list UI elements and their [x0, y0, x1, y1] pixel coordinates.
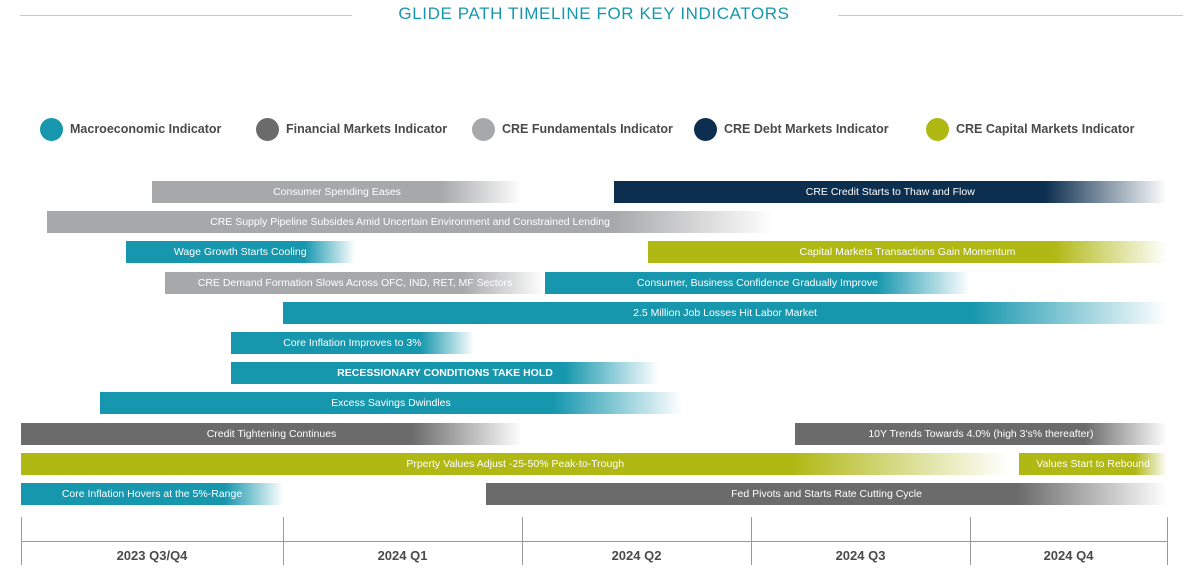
chart-title: GLIDE PATH TIMELINE FOR KEY INDICATORS: [398, 4, 790, 23]
legend-swatch-icon: [926, 117, 949, 141]
legend-item: CRE Capital Markets Indicator: [926, 116, 1135, 142]
chart-title-area: GLIDE PATH TIMELINE FOR KEY INDICATORS: [0, 0, 1188, 30]
legend-item: Macroeconomic Indicator: [40, 116, 221, 142]
legend-item: CRE Fundamentals Indicator: [472, 116, 673, 142]
timeline-bar: Consumer, Business Confidence Gradually …: [544, 271, 970, 294]
timeline-bar: CRE Supply Pipeline Subsides Amid Uncert…: [47, 211, 773, 234]
axis-period-label: 2024 Q2: [611, 548, 662, 563]
axis-period-label: 2024 Q3: [835, 548, 886, 563]
legend-label: CRE Fundamentals Indicator: [502, 122, 673, 136]
timeline-bar: Values Start to Rebound: [1019, 452, 1167, 475]
legend-swatch-icon: [694, 117, 717, 141]
legend-swatch-icon: [256, 117, 279, 141]
timeline-bar: Consumer Spending Eases: [152, 181, 522, 203]
timeline-bar: Wage Growth Starts Cooling: [125, 241, 355, 264]
axis-line: [21, 541, 1168, 542]
legend-label: Financial Markets Indicator: [286, 122, 448, 136]
axis-tick: [21, 517, 22, 565]
title-rule-left: [20, 15, 352, 16]
axis-period-label: 2024 Q4: [1043, 548, 1094, 563]
timeline-bar: Capital Markets Transactions Gain Moment…: [647, 241, 1167, 264]
timeline-bar: CRE Credit Starts to Thaw and Flow: [613, 181, 1167, 203]
axis-tick: [522, 517, 523, 565]
axis-tick: [970, 517, 971, 565]
timeline-bar: Core Inflation Improves to 3%: [230, 332, 475, 354]
timeline-bar: CRE Demand Formation Slows Across OFC, I…: [165, 271, 545, 294]
timeline-bar: 10Y Trends Towards 4.0% (high 3's% there…: [794, 422, 1167, 445]
legend-label: CRE Debt Markets Indicator: [724, 122, 889, 136]
axis-tick: [1167, 517, 1168, 565]
legend-swatch-icon: [472, 117, 495, 141]
legend-swatch-icon: [40, 117, 63, 141]
title-rule-right: [838, 15, 1183, 16]
legend-item: Financial Markets Indicator: [256, 116, 447, 142]
legend-label: CRE Capital Markets Indicator: [956, 122, 1135, 136]
axis-period-label: 2024 Q1: [377, 548, 428, 563]
time-axis: 2023 Q3/Q4 2024 Q1 2024 Q2 2024 Q3 2024 Q4: [0, 515, 1188, 574]
axis-tick: [751, 517, 752, 565]
axis-tick: [283, 517, 284, 565]
legend-item: CRE Debt Markets Indicator: [694, 116, 889, 142]
timeline-bar: Prperty Values Adjust -25-50% Peak-to-Tr…: [21, 452, 1010, 475]
timeline-bar: Credit Tightening Continues: [21, 422, 522, 445]
axis-period-label: 2023 Q3/Q4: [116, 548, 188, 563]
timeline-bar: RECESSIONARY CONDITIONS TAKE HOLD: [230, 362, 660, 385]
timeline-bar: Fed Pivots and Starts Rate Cutting Cycle: [486, 483, 1167, 505]
legend-label: Macroeconomic Indicator: [70, 122, 222, 136]
timeline-bar: Excess Savings Dwindles: [99, 392, 683, 415]
timeline-bar: 2.5 Million Job Losses Hit Labor Market: [283, 301, 1167, 324]
timeline-bar: Core Inflation Hovers at the 5%-Range: [21, 483, 283, 505]
legend: Macroeconomic Indicator Financial Markets…: [0, 116, 1188, 144]
